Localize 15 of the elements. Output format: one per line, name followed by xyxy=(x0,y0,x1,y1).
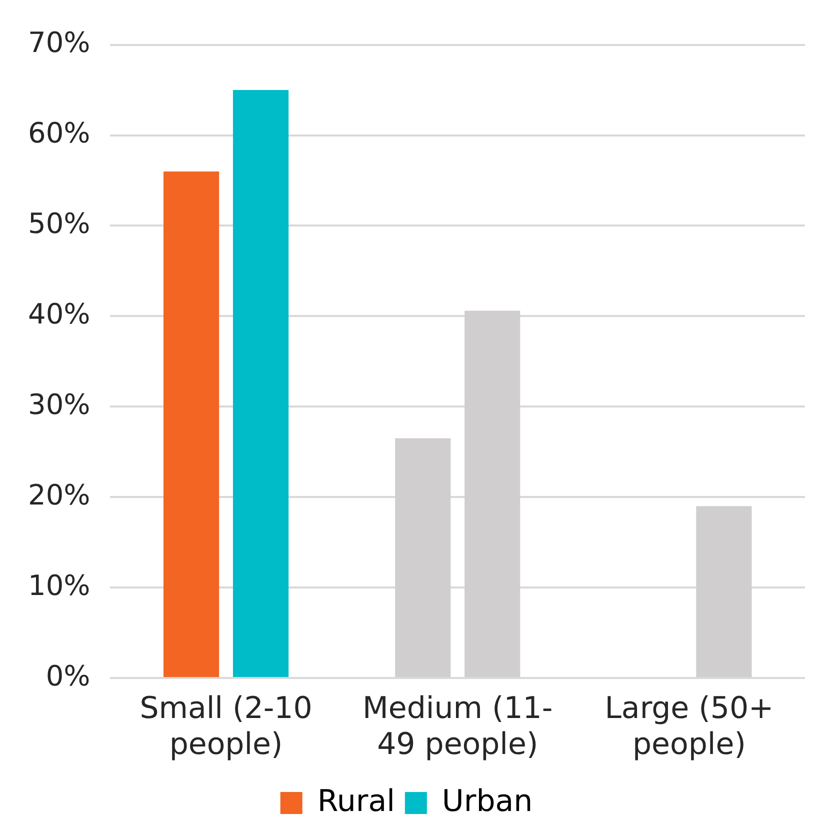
y-tick-label: 40% xyxy=(28,297,90,330)
y-tick-label: 10% xyxy=(28,568,90,602)
y-tick-label: 0% xyxy=(46,659,90,692)
x-tick-label: Medium (11-49 people) xyxy=(362,690,553,762)
y-tick-label: 70% xyxy=(28,26,90,60)
y-tick-label: 60% xyxy=(28,116,90,150)
bar xyxy=(164,171,220,677)
x-tick-label: Large (50+ people) xyxy=(604,690,774,762)
y-tick-label: 20% xyxy=(28,478,90,512)
y-tick-label: 50% xyxy=(28,206,90,240)
legend-label: Urban xyxy=(442,784,533,819)
y-tick-label: 30% xyxy=(28,388,90,421)
legend-label: Rural xyxy=(317,784,395,819)
bar xyxy=(232,90,289,677)
x-tick-label: Small (2-10 people) xyxy=(140,690,312,762)
